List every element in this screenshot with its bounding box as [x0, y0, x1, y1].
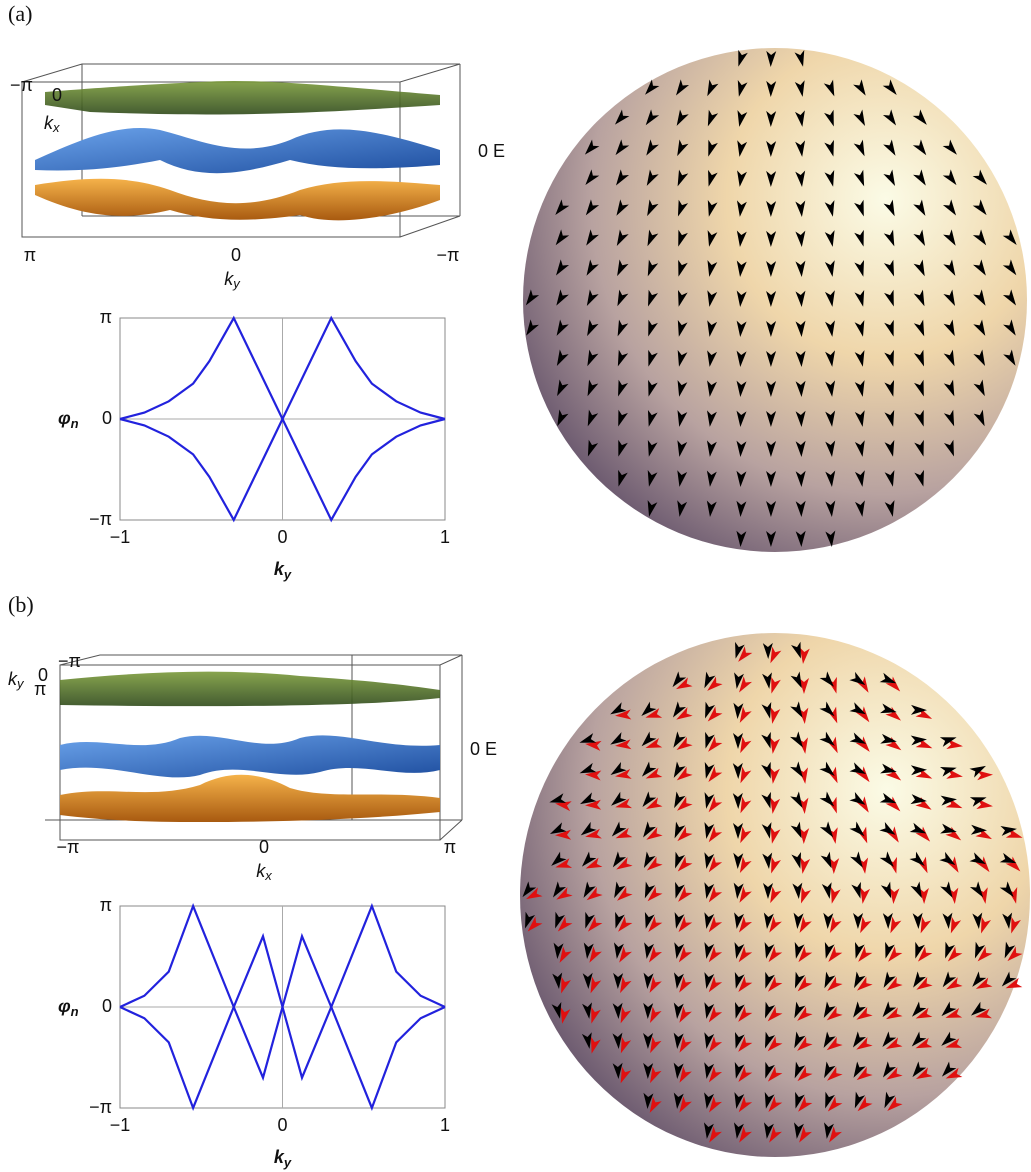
energy-label: 0 E — [478, 141, 505, 161]
x-tick-label: 0 — [231, 245, 241, 265]
x-tick-label: 0 — [277, 1115, 287, 1135]
y-tick-label: −π — [89, 1097, 112, 1117]
sphere — [522, 48, 1027, 552]
axis-label: kx — [256, 861, 272, 884]
sphere — [519, 633, 1030, 1157]
panel-label: (a) — [8, 1, 32, 26]
x-tick-label: 1 — [440, 527, 450, 547]
y-axis-label: φn — [58, 408, 79, 432]
y-tick-label: 0 — [102, 408, 112, 428]
axis-label-base: φ — [58, 408, 71, 428]
line-chart: −1 0 1 −π 0 π ky φn — [58, 895, 450, 1171]
x-tick-label: 0 — [259, 837, 269, 857]
line-chart: −1 0 1 −π 0 π ky φn — [58, 307, 450, 583]
surface-plot: ky −π 0 π 0 E −π 0 π kx — [8, 651, 497, 884]
axis-label-sub: y — [283, 1155, 292, 1170]
surface-plot: −π 0 kx 0 E π 0 −π ky — [10, 64, 505, 291]
y-tick-label: −π — [89, 509, 112, 529]
y-tick-label: π — [100, 895, 112, 915]
x-tick-label: −1 — [110, 527, 131, 547]
axis-label-sub: y — [283, 567, 292, 582]
x-tick-label: π — [444, 837, 456, 857]
x-tick-label: 1 — [440, 1115, 450, 1135]
x-tick-label: −π — [437, 245, 460, 265]
axis-label: ky — [224, 269, 241, 292]
axis-label-sub: n — [71, 416, 79, 431]
x-axis-label: ky — [274, 1147, 292, 1171]
z-tick-label: π — [34, 679, 46, 699]
axis-label-sub: n — [71, 1004, 79, 1019]
axis-label-sub: x — [264, 868, 272, 883]
z-tick-label: 0 — [52, 85, 62, 105]
figure: (a) −π 0 kx 0 E π 0 −π ky (b) ky −π 0 — [0, 0, 1031, 1172]
z-tick-label: −π — [58, 651, 81, 671]
axis-label-sub: y — [232, 276, 241, 291]
axis-label: ky — [8, 669, 25, 692]
axis-label-base: φ — [58, 996, 71, 1016]
x-tick-label: 0 — [277, 527, 287, 547]
axis-label: kx — [44, 113, 60, 136]
y-tick-label: 0 — [102, 996, 112, 1016]
x-tick-label: −π — [57, 837, 80, 857]
x-tick-label: π — [24, 245, 36, 265]
axis-label-sub: y — [16, 676, 25, 691]
x-tick-label: −1 — [110, 1115, 131, 1135]
x-axis-label: ky — [274, 559, 292, 583]
panel-label: (b) — [8, 592, 34, 617]
energy-label: 0 E — [470, 739, 497, 759]
z-tick-label: −π — [10, 75, 33, 95]
axis-label-sub: x — [52, 120, 60, 135]
y-tick-label: π — [100, 307, 112, 327]
y-axis-label: φn — [58, 996, 79, 1020]
